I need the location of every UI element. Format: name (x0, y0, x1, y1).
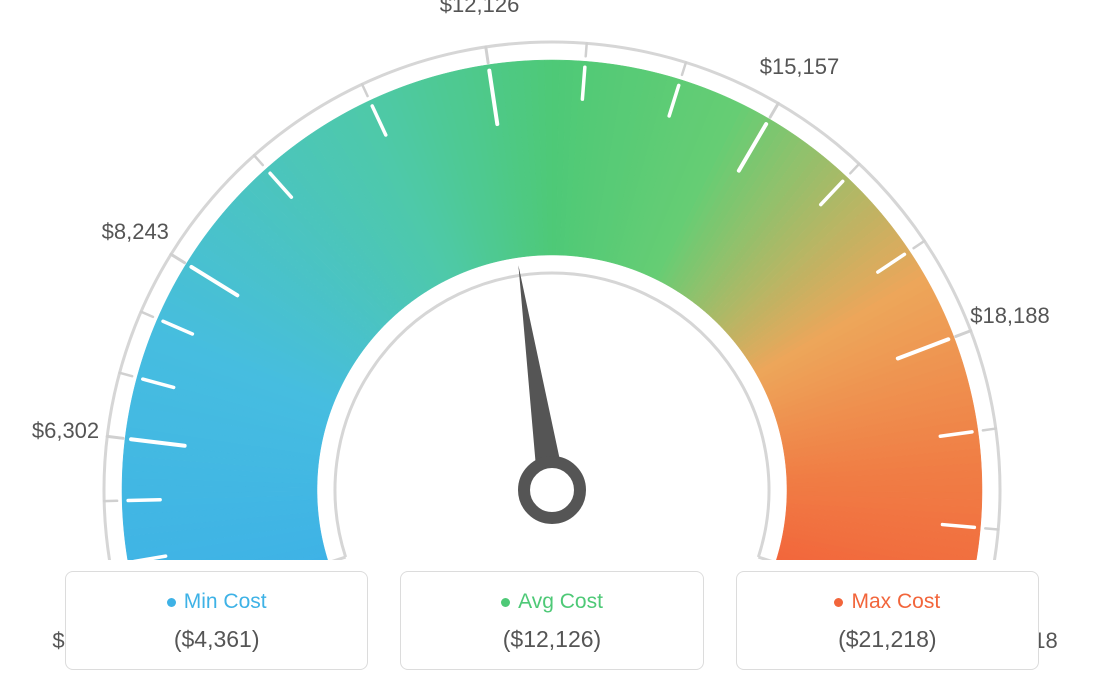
avg-cost-value: ($12,126) (411, 626, 692, 653)
dot-icon (501, 598, 510, 607)
min-cost-title-text: Min Cost (184, 590, 267, 614)
gauge-svg (0, 0, 1104, 560)
gauge-tick-label: $6,302 (32, 418, 99, 444)
summary-cards: Min Cost ($4,361) Avg Cost ($12,126) Max… (65, 571, 1039, 670)
cost-gauge: $4,361$6,302$8,243$12,126$15,157$18,188$… (0, 0, 1104, 560)
min-cost-title: Min Cost (167, 590, 267, 614)
max-cost-title-text: Max Cost (851, 590, 940, 614)
gauge-tick-label: $8,243 (102, 219, 169, 245)
gauge-tick-label: $15,157 (760, 54, 840, 80)
dot-icon (834, 598, 843, 607)
max-cost-value: ($21,218) (747, 626, 1028, 653)
dot-icon (167, 598, 176, 607)
avg-cost-title-text: Avg Cost (518, 590, 603, 614)
max-cost-title: Max Cost (834, 590, 940, 614)
gauge-tick-label: $12,126 (440, 0, 520, 18)
max-cost-card: Max Cost ($21,218) (736, 571, 1039, 670)
avg-cost-title: Avg Cost (501, 590, 603, 614)
gauge-tick-label: $18,188 (970, 303, 1050, 329)
avg-cost-card: Avg Cost ($12,126) (400, 571, 703, 670)
min-cost-card: Min Cost ($4,361) (65, 571, 368, 670)
min-cost-value: ($4,361) (76, 626, 357, 653)
